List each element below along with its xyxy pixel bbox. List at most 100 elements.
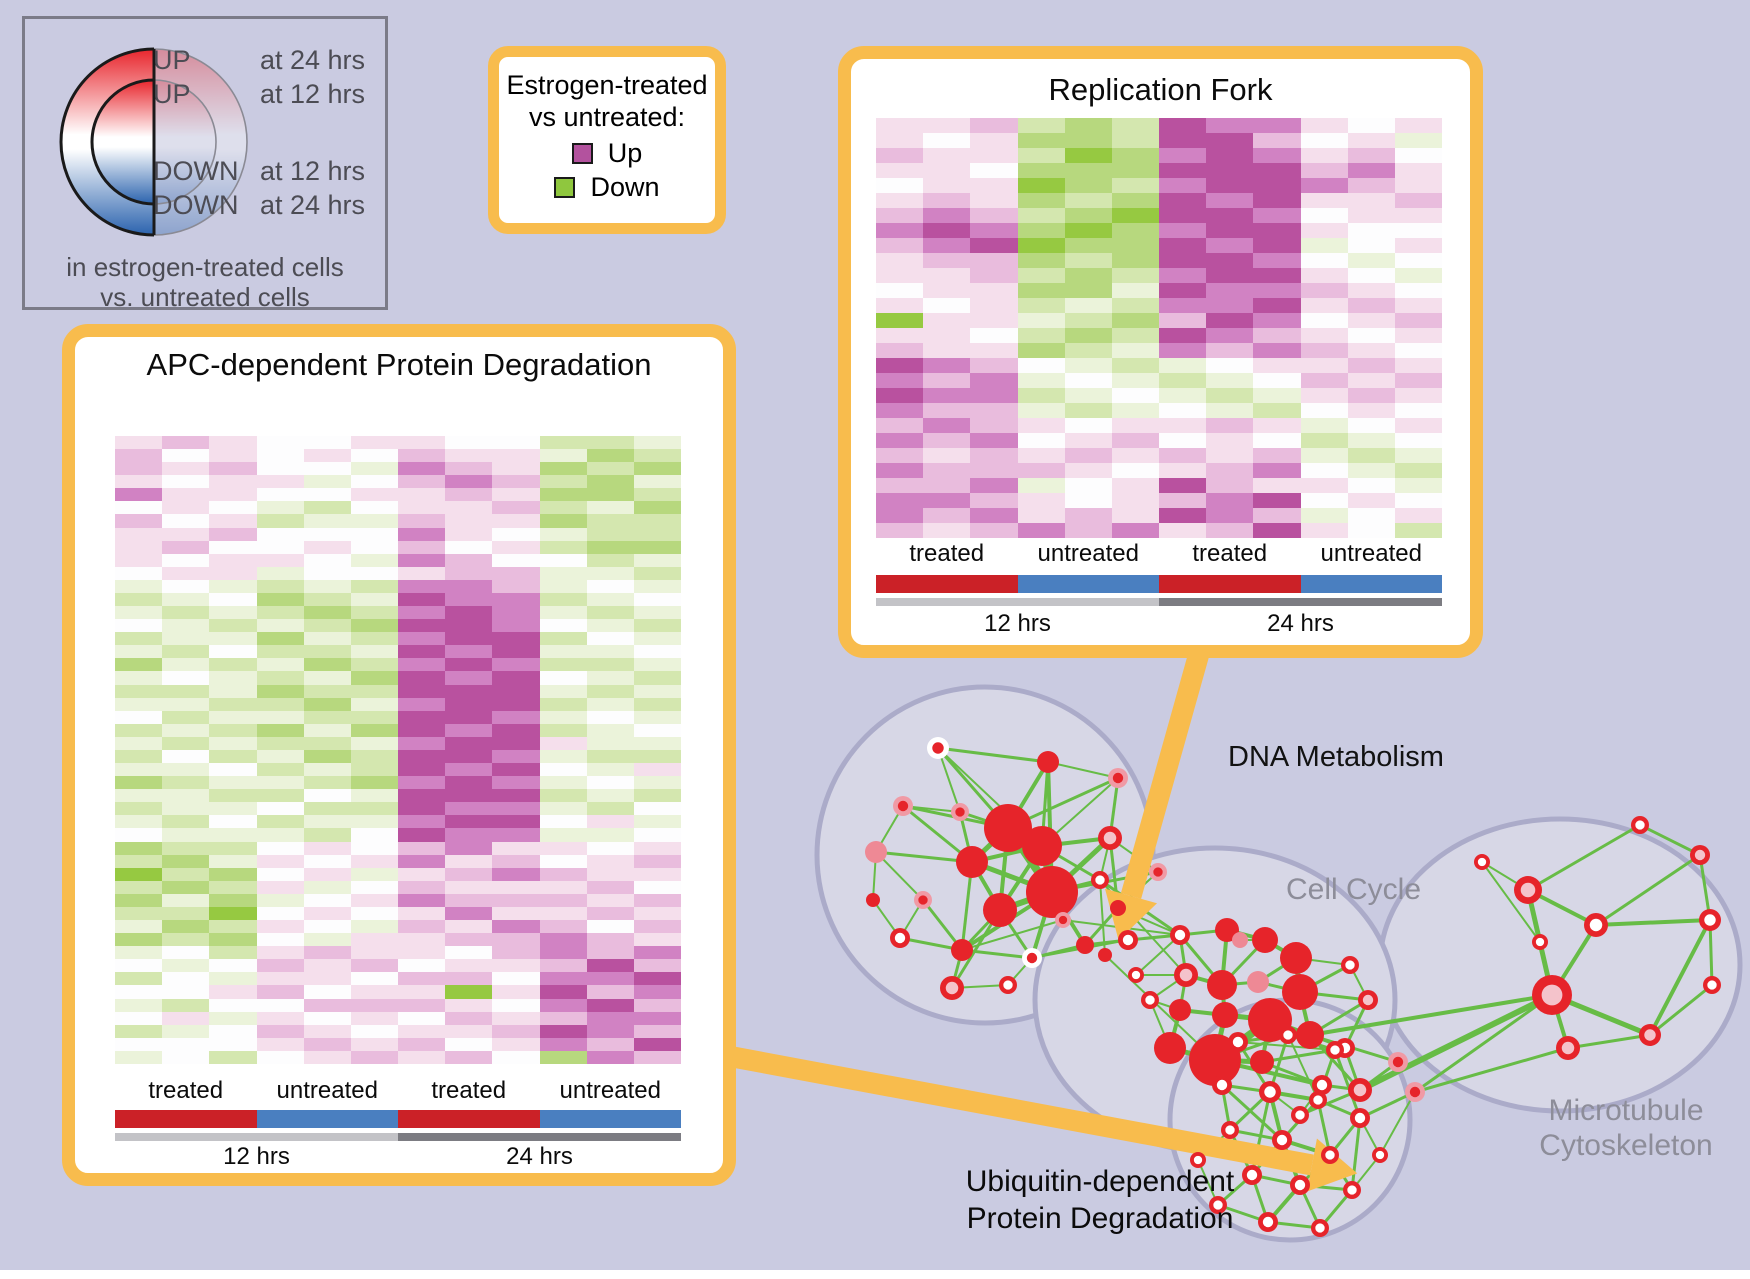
heatmap-cell — [633, 998, 681, 1012]
heatmap-cell — [633, 893, 681, 907]
heatmap-cell — [303, 645, 351, 659]
network-edge — [1224, 1012, 1271, 1023]
heatmap-cell — [586, 632, 634, 646]
heatmap-cell — [209, 867, 257, 881]
heatmap-cell — [350, 619, 398, 633]
heatmap-cell — [539, 933, 587, 947]
network-edge — [1214, 1033, 1289, 1062]
heatmap-cell — [350, 841, 398, 855]
heatmap-cell — [1017, 148, 1065, 163]
network-node — [865, 841, 887, 863]
heatmap-cell — [539, 1024, 587, 1038]
heatmap-cell — [1206, 268, 1254, 283]
heatmap-cell — [1394, 253, 1442, 268]
heatmap-cell — [492, 763, 540, 777]
network-edge — [1031, 943, 1086, 960]
heatmap-cell — [1253, 118, 1301, 133]
heatmap-cell — [115, 906, 163, 921]
network-edge — [1178, 974, 1188, 1011]
network-edge — [872, 899, 901, 939]
network-edge — [1226, 928, 1266, 942]
heatmap-cell — [876, 463, 924, 478]
heatmap-cell — [1253, 448, 1301, 463]
heatmap-cell — [586, 671, 634, 685]
heatmap-cell — [633, 920, 681, 934]
heatmap-cell — [923, 403, 971, 418]
heatmap-cell — [162, 828, 210, 842]
heatmap-cell — [586, 514, 634, 528]
heatmap-cell — [350, 854, 398, 868]
network-node-core — [1392, 1056, 1404, 1068]
heatmap-cell — [256, 579, 304, 593]
network-node — [1189, 1034, 1241, 1086]
network-edge — [1595, 918, 1711, 927]
network-node — [1149, 863, 1167, 881]
heatmap-cell — [398, 841, 446, 855]
heatmap-cell — [1111, 133, 1159, 148]
heatmap-cell — [539, 619, 587, 633]
network-edge — [1041, 844, 1101, 882]
heatmap-cell — [492, 606, 540, 620]
cluster-microtubule — [1377, 816, 1743, 1114]
heatmap-cell — [445, 632, 493, 646]
rf-group-labels: treated untreated treated untreated — [876, 540, 1442, 568]
heatmap-cell — [970, 238, 1018, 253]
heatmap-cell — [1111, 208, 1159, 223]
heatmap-cell — [1064, 403, 1112, 418]
network-node-core — [1561, 1041, 1575, 1055]
network-node — [1335, 1038, 1355, 1058]
heatmap-cell — [1159, 403, 1207, 418]
heatmap-cell — [1206, 133, 1254, 148]
network-edge — [1649, 983, 1713, 1037]
heatmap-cell — [350, 749, 398, 764]
heatmap-cell — [398, 736, 446, 750]
network-node — [1174, 963, 1198, 987]
heatmap-cell — [876, 298, 924, 313]
network-edge — [1359, 1060, 1399, 1092]
heatmap-cell — [492, 527, 540, 541]
heatmap-cell — [492, 697, 540, 711]
updown-direction: DOWN — [153, 156, 239, 186]
network-edge — [1099, 878, 1181, 937]
heatmap-cell — [303, 985, 351, 999]
time-bar-segment — [115, 1133, 398, 1141]
heatmap-cell — [162, 776, 210, 790]
heatmap-cell — [1111, 268, 1159, 283]
heatmap-cell — [1111, 178, 1159, 193]
updown-direction: UP — [153, 79, 191, 109]
heatmap-cell — [633, 449, 681, 463]
network-node — [893, 796, 913, 816]
heatmap-cell — [162, 606, 210, 620]
heatmap-cell — [876, 328, 924, 343]
heatmap-cell — [162, 710, 210, 724]
network-edge — [1169, 1045, 1216, 1063]
heatmap-cell — [539, 671, 587, 685]
heatmap-cell — [398, 658, 446, 672]
network-edge — [1261, 1048, 1336, 1064]
network-node — [1584, 913, 1608, 937]
heatmap-cell — [633, 619, 681, 633]
heatmap-cell — [209, 789, 257, 803]
network-edge — [1046, 761, 1054, 893]
heatmap-cell — [209, 1050, 257, 1064]
heatmap-cell — [303, 880, 351, 894]
heatmap-cell — [445, 658, 493, 672]
condition-bar-segment — [1017, 575, 1159, 593]
heatmap-cell — [350, 906, 398, 921]
network-node — [1312, 1075, 1332, 1095]
heatmap-cell — [1253, 418, 1301, 433]
heatmap-cell — [1159, 463, 1207, 478]
network-edge — [1220, 984, 1227, 1016]
network-node-core — [1325, 1150, 1335, 1160]
heatmap-cell — [209, 920, 257, 934]
network-node — [1280, 942, 1312, 974]
heatmap-cell — [1111, 118, 1159, 133]
heatmap-cell — [586, 920, 634, 934]
network-edge — [1221, 1083, 1271, 1094]
heatmap-cell — [445, 566, 493, 580]
heatmap-cell — [398, 684, 446, 698]
network-edge — [999, 889, 1053, 913]
heatmap-cell — [162, 933, 210, 947]
network-node — [1170, 925, 1190, 945]
network-edge — [936, 747, 1010, 829]
